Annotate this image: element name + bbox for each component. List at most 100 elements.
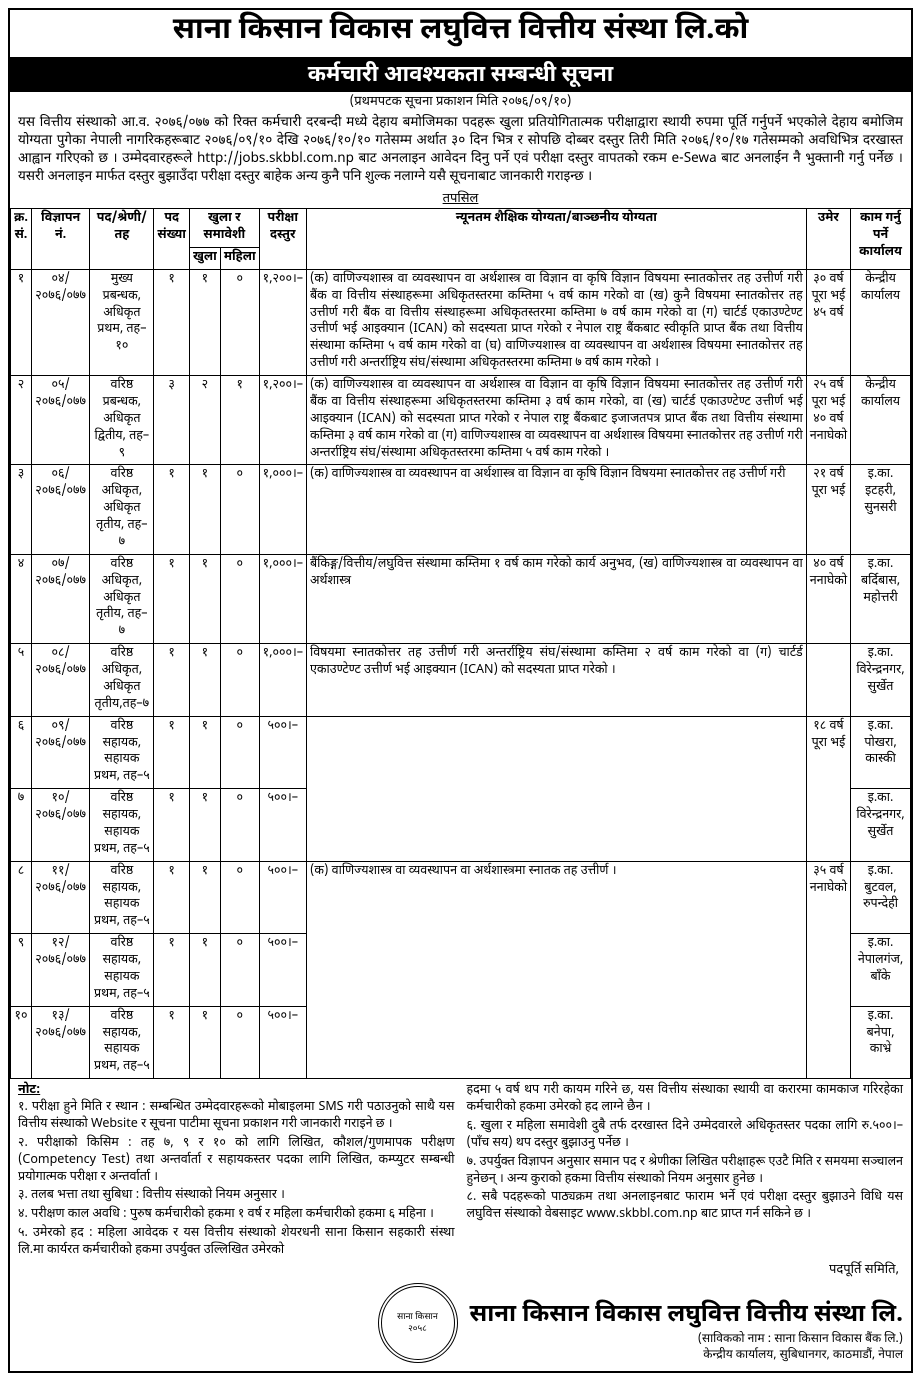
table-cell: १,०००।– bbox=[259, 554, 306, 643]
note-item: ३. तलब भत्ता तथा सुबिधा : वित्तीय संस्था… bbox=[18, 1188, 455, 1205]
table-cell: १ bbox=[154, 554, 190, 643]
notes-left: नोट: १. परीक्षा हुने मिति र स्थान : सम्ब… bbox=[18, 1083, 455, 1262]
table-cell: ३ bbox=[154, 376, 190, 465]
table-cell: २५ वर्ष पूरा भई ४० वर्ष ननाघेको bbox=[806, 376, 850, 465]
note-item: ७. उपर्युक्त विज्ञापन अनुसार समान पद र श… bbox=[467, 1155, 904, 1189]
table-cell bbox=[806, 644, 850, 717]
note-item: १. परीक्षा हुने मिति र स्थान : सम्बन्धित… bbox=[18, 1100, 455, 1134]
tapasil-heading: तपसिल bbox=[10, 191, 911, 209]
note-item: ४. परीक्षण काल अवधि : पुरुष कर्मचारीको ह… bbox=[18, 1207, 455, 1224]
table-cell: ० bbox=[220, 644, 259, 717]
th-qual: न्यूनतम शैक्षिक योग्यता/बाञ्छनीय योग्यता bbox=[306, 209, 806, 270]
table-cell: ९ bbox=[11, 934, 32, 1007]
table-cell: १०/ २०७६/०७७ bbox=[31, 789, 89, 862]
table-cell: ५००।– bbox=[259, 716, 306, 789]
table-cell: २ bbox=[189, 376, 220, 465]
table-cell: १० bbox=[11, 1006, 32, 1079]
table-cell: २१ वर्ष पूरा भई bbox=[806, 465, 850, 554]
table-row: २ ०५/ २०७६/०७७वरिष्ठ प्रबन्धक, अधिकृत द्व… bbox=[11, 376, 911, 465]
table-cell: इ.का. बर्दिबास, महोत्तरी bbox=[851, 554, 911, 643]
intro-paragraph: यस वित्तीय संस्थाको आ.व. २०७६/०७७ को रिक… bbox=[10, 114, 911, 191]
committee-line: पदपूर्ति समिति, bbox=[10, 1262, 911, 1280]
table-cell: १,२००।– bbox=[259, 376, 306, 465]
table-cell: १ bbox=[154, 644, 190, 717]
table-cell: १,२००।– bbox=[259, 269, 306, 375]
table-row: ६०९/ २०७६/०७७वरिष्ठ सहायक, सहायक प्रथम, … bbox=[11, 716, 911, 789]
table-cell: ० bbox=[220, 1006, 259, 1079]
table-cell: ० bbox=[220, 861, 259, 934]
table-cell: (क) वाणिज्यशास्त्र वा व्यवस्थापन वा अर्थ… bbox=[306, 861, 806, 1079]
table-cell: बैंकिङ्ग/वित्तीय/लघुवित्त संस्थामा कम्ति… bbox=[306, 554, 806, 643]
table-cell: इ.का. नेपालगंज, बाँके bbox=[851, 934, 911, 1007]
note-item: हदमा ५ वर्ष थप गरी कायम गरिने छ, यस वित्… bbox=[467, 1083, 904, 1117]
notice-title: कर्मचारी आवश्यकता सम्बन्धी सूचना bbox=[10, 59, 911, 93]
table-cell: १ bbox=[189, 789, 220, 862]
table-cell: वरिष्ठ अधिकृत, अधिकृत तृतीय, तह–७ bbox=[90, 554, 154, 643]
table-cell: ३० वर्ष पूरा भई ४५ वर्ष bbox=[806, 269, 850, 375]
table-cell: १८ वर्ष पूरा भई bbox=[806, 716, 850, 861]
table-cell: १,०००।– bbox=[259, 644, 306, 717]
table-row: ४०७/ २०७६/०७७वरिष्ठ अधिकृत, अधिकृत तृतीय… bbox=[11, 554, 911, 643]
org-title: साना किसान विकास लघुवित्त वित्तीय संस्था… bbox=[10, 10, 911, 59]
table-cell: विषयमा स्नातकोत्तर तह उत्तीर्ण गरी अन्तर… bbox=[306, 644, 806, 717]
table-cell: ०४/ २०७६/०७७ bbox=[31, 269, 89, 375]
table-cell: केन्द्रीय कार्यालय bbox=[851, 376, 911, 465]
table-row: १०४/ २०७६/०७७मुख्य प्रबन्धक, अधिकृत प्रथ… bbox=[11, 269, 911, 375]
table-body: १०४/ २०७६/०७७मुख्य प्रबन्धक, अधिकृत प्रथ… bbox=[11, 269, 911, 1078]
table-cell: १,०००।– bbox=[259, 465, 306, 554]
table-cell: ० bbox=[220, 716, 259, 789]
table-cell: इ.का. विरेन्द्रनगर, सुर्खेत bbox=[851, 789, 911, 862]
table-cell: ६ bbox=[11, 716, 32, 789]
publication-line: (प्रथमपटक सूचना प्रकाशन मिति २०७६/०९/१०) bbox=[10, 92, 911, 114]
table-cell: १ bbox=[189, 934, 220, 1007]
table-cell: वरिष्ठ अधिकृत, अधिकृत तृतीय,तह–७ bbox=[90, 644, 154, 717]
footer: साना किसान २०५८ साना किसान विकास लघुवित्… bbox=[10, 1279, 911, 1371]
table-cell: ०८/ २०७६/०७७ bbox=[31, 644, 89, 717]
table-cell: वरिष्ठ सहायक, सहायक प्रथम, तह–५ bbox=[90, 861, 154, 934]
table-cell: इ.का. इटहरी, सुनसरी bbox=[851, 465, 911, 554]
table-cell: मुख्य प्रबन्धक, अधिकृत प्रथम, तह–१० bbox=[90, 269, 154, 375]
table-cell: (क) वाणिज्यशास्त्र वा व्यवस्थापन वा अर्थ… bbox=[306, 376, 806, 465]
table-cell: इ.का. बुटवल, रुपन्देही bbox=[851, 861, 911, 934]
table-row: ३०६/ २०७६/०७७वरिष्ठ अधिकृत, अधिकृत तृतीय… bbox=[11, 465, 911, 554]
table-cell: १ bbox=[154, 269, 190, 375]
table-cell: ५००।– bbox=[259, 1006, 306, 1079]
table-cell: १ bbox=[154, 716, 190, 789]
table-cell: १ bbox=[189, 554, 220, 643]
footer-address: केन्द्रीय कार्यालय, सुबिधानगर, काठमाडौं,… bbox=[470, 1347, 904, 1363]
table-cell: (क) वाणिज्यशास्त्र वा व्यवस्थापन वा अर्थ… bbox=[306, 269, 806, 375]
footer-former-name: (साविकको नाम : साना किसान विकास बैंक लि.… bbox=[470, 1331, 904, 1347]
table-head: क्र. सं. विज्ञापन नं. पद/श्रेणी/तह पद सं… bbox=[11, 209, 911, 270]
table-cell: वरिष्ठ सहायक, सहायक प्रथम, तह–५ bbox=[90, 789, 154, 862]
table-cell: ५००।– bbox=[259, 861, 306, 934]
table-cell: वरिष्ठ प्रबन्धक, अधिकृत द्वितीय, तह–९ bbox=[90, 376, 154, 465]
footer-org-name: साना किसान विकास लघुवित्त वित्तीय संस्था… bbox=[470, 1299, 904, 1331]
table-cell: १ bbox=[189, 269, 220, 375]
table-cell: १ bbox=[189, 716, 220, 789]
notes-heading: नोट: bbox=[18, 1083, 40, 1099]
table-cell: ५००।– bbox=[259, 789, 306, 862]
table-cell: ०५/ २०७६/०७७ bbox=[31, 376, 89, 465]
table-cell: ०६/ २०७६/०७७ bbox=[31, 465, 89, 554]
table-cell: वरिष्ठ सहायक, सहायक प्रथम, तह–५ bbox=[90, 934, 154, 1007]
table-cell: १ bbox=[189, 644, 220, 717]
table-cell: ५ bbox=[11, 644, 32, 717]
th-count: पद संख्या bbox=[154, 209, 190, 270]
th-adv: विज्ञापन नं. bbox=[31, 209, 89, 270]
table-cell: १ bbox=[220, 376, 259, 465]
table-cell: १२/ २०७६/०७७ bbox=[31, 934, 89, 1007]
org-logo-icon: साना किसान २०५८ bbox=[378, 1283, 458, 1363]
table-cell: वरिष्ठ अधिकृत, अधिकृत तृतीय, तह–७ bbox=[90, 465, 154, 554]
table-cell: ० bbox=[220, 789, 259, 862]
table-cell: १ bbox=[11, 269, 32, 375]
th-office: काम गर्नु पर्ने कार्यालय bbox=[851, 209, 911, 270]
table-cell: ०९/ २०७६/०७७ bbox=[31, 716, 89, 789]
notes-section: नोट: १. परीक्षा हुने मिति र स्थान : सम्ब… bbox=[10, 1079, 911, 1262]
table-cell: ० bbox=[220, 934, 259, 1007]
table-cell: ४० वर्ष ननाघेको bbox=[806, 554, 850, 643]
table-cell: इ.का. बनेपा, काभ्रे bbox=[851, 1006, 911, 1079]
notice-page: साना किसान विकास लघुवित्त वित्तीय संस्था… bbox=[8, 8, 913, 1373]
th-open-group: खुला र समावेशी bbox=[189, 209, 259, 248]
table-cell: ० bbox=[220, 465, 259, 554]
note-item: २. परीक्षाको किसिम : तह ७, ९ र १० को लाग… bbox=[18, 1136, 455, 1187]
